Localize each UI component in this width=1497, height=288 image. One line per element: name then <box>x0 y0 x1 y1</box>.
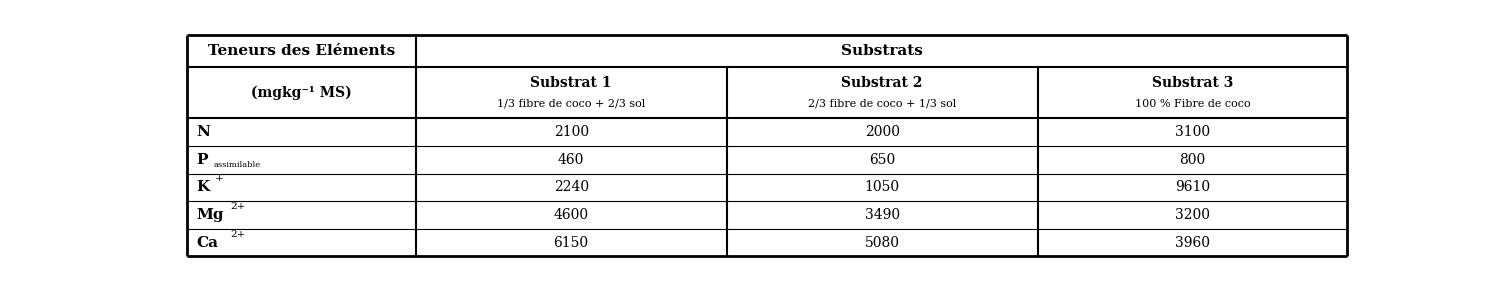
Text: 2+: 2+ <box>231 230 246 238</box>
Text: 5080: 5080 <box>865 236 900 249</box>
Text: 3960: 3960 <box>1175 236 1210 249</box>
Text: Ca: Ca <box>196 236 219 249</box>
Text: Substrats: Substrats <box>840 44 922 58</box>
Text: 4600: 4600 <box>554 208 588 222</box>
Text: P: P <box>196 153 208 167</box>
Text: Substrat 1: Substrat 1 <box>530 76 612 90</box>
Text: 6150: 6150 <box>554 236 588 249</box>
Text: Mg: Mg <box>196 208 225 222</box>
Text: 2/3 fibre de coco + 1/3 sol: 2/3 fibre de coco + 1/3 sol <box>808 99 957 109</box>
Text: 3100: 3100 <box>1175 125 1210 139</box>
Text: 650: 650 <box>868 153 895 167</box>
Text: (mgkg⁻¹ MS): (mgkg⁻¹ MS) <box>251 86 352 100</box>
Text: 2240: 2240 <box>554 180 588 194</box>
Text: Substrat 2: Substrat 2 <box>841 76 922 90</box>
Text: Substrat 3: Substrat 3 <box>1151 76 1234 90</box>
Text: 9610: 9610 <box>1175 180 1210 194</box>
Text: assimilable: assimilable <box>214 161 260 169</box>
Text: 3200: 3200 <box>1175 208 1210 222</box>
Text: 2100: 2100 <box>554 125 588 139</box>
Text: +: + <box>216 175 223 183</box>
Text: 1050: 1050 <box>864 180 900 194</box>
Text: 1/3 fibre de coco + 2/3 sol: 1/3 fibre de coco + 2/3 sol <box>497 99 645 109</box>
Text: 460: 460 <box>558 153 584 167</box>
Text: 2+: 2+ <box>231 202 246 211</box>
Text: 2000: 2000 <box>865 125 900 139</box>
Text: 100 % Fibre de coco: 100 % Fibre de coco <box>1135 99 1250 109</box>
Text: Teneurs des Eléments: Teneurs des Eléments <box>208 44 395 58</box>
Text: K: K <box>196 180 210 194</box>
Text: 800: 800 <box>1180 153 1205 167</box>
Text: 3490: 3490 <box>864 208 900 222</box>
Text: N: N <box>196 125 210 139</box>
